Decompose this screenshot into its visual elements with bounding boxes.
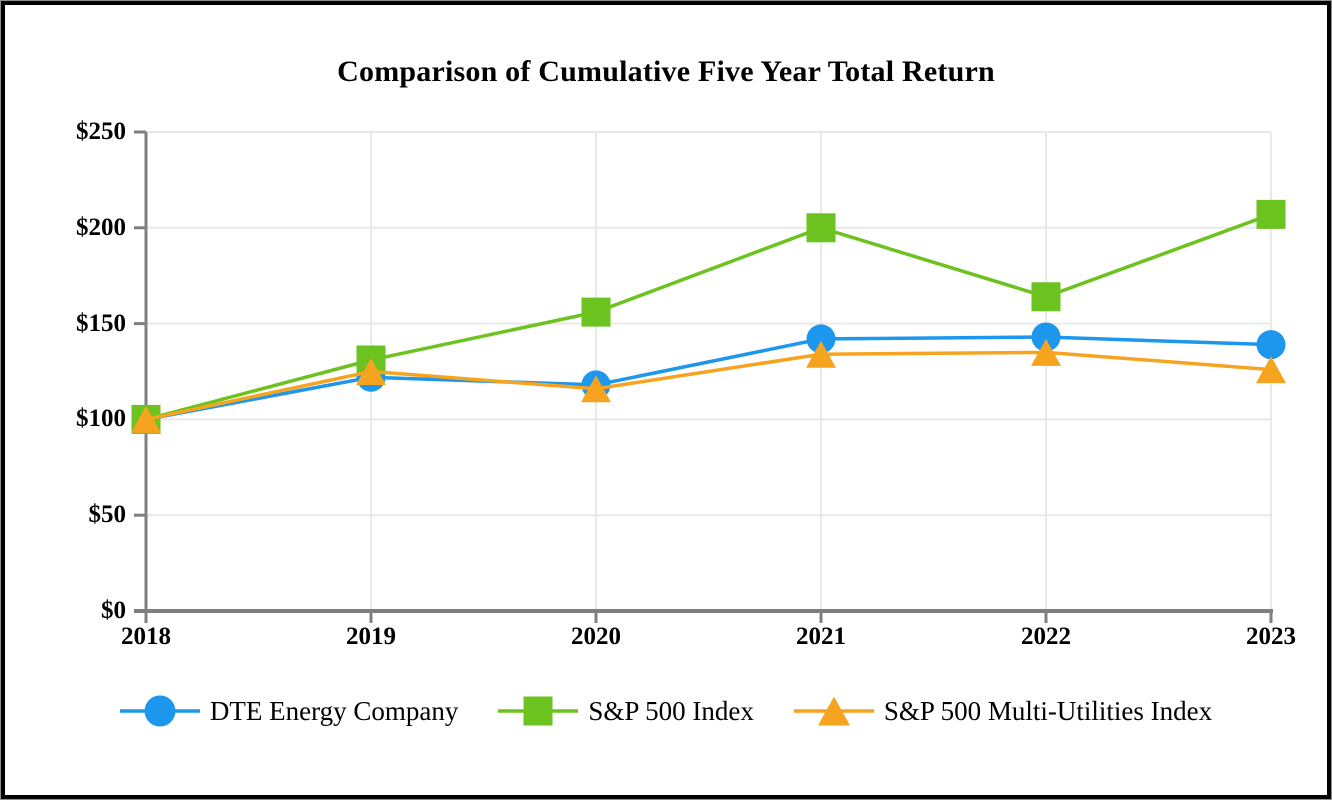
data-point-marker <box>1256 356 1286 384</box>
series-line <box>145 335 1272 422</box>
y-tick-label: $200 <box>76 213 126 241</box>
data-point-marker <box>806 340 836 368</box>
x-tick-label: 2022 <box>1021 623 1071 650</box>
x-tick-label: 2021 <box>796 623 846 650</box>
y-tick-label: $150 <box>76 309 126 337</box>
data-point-marker <box>806 324 836 354</box>
data-point-marker <box>581 375 611 403</box>
data-point-marker <box>356 358 386 385</box>
legend-marker-square-icon <box>498 696 579 726</box>
legend-marker-shape <box>523 696 553 726</box>
y-tick-label: $50 <box>88 501 127 529</box>
data-point-marker <box>581 297 611 327</box>
data-point-marker <box>1256 330 1286 360</box>
legend-marker-triangle-icon <box>793 696 874 726</box>
series-line <box>145 350 1272 422</box>
x-tick-label: 2020 <box>571 623 621 650</box>
data-point-marker <box>1256 199 1286 229</box>
data-point-marker <box>806 213 836 243</box>
data-point-marker <box>131 405 161 433</box>
chart-legend: DTE Energy Company S&P 500 Index S&P 500 M… <box>1 689 1331 733</box>
legend-item: DTE Energy Company <box>119 689 459 733</box>
y-tick-label: $250 <box>76 118 126 145</box>
legend-label: DTE Energy Company <box>209 695 459 726</box>
y-tick-label: $100 <box>76 405 126 433</box>
x-tick-label: 2018 <box>121 623 171 650</box>
x-tick-label: 2019 <box>346 623 396 650</box>
data-point-marker <box>1031 322 1061 352</box>
series-line <box>145 212 1272 422</box>
x-tick-label: 2023 <box>1246 623 1296 650</box>
data-point-marker <box>1031 282 1061 312</box>
legend-marker-circle-icon <box>119 695 200 727</box>
legend-item: S&P 500 Multi-Utilities Index <box>793 689 1213 733</box>
legend-marker-shape <box>817 696 850 726</box>
y-tick-label: $0 <box>101 597 126 624</box>
legend-marker-shape <box>144 695 176 727</box>
legend-label: S&P 500 Index <box>588 695 754 726</box>
data-point-marker <box>1031 338 1061 366</box>
chart-title: Comparison of Cumulative Five Year Total… <box>337 55 995 88</box>
legend-item: S&P 500 Index <box>498 689 754 733</box>
legend-label: S&P 500 Multi-Utilities Index <box>883 695 1213 726</box>
